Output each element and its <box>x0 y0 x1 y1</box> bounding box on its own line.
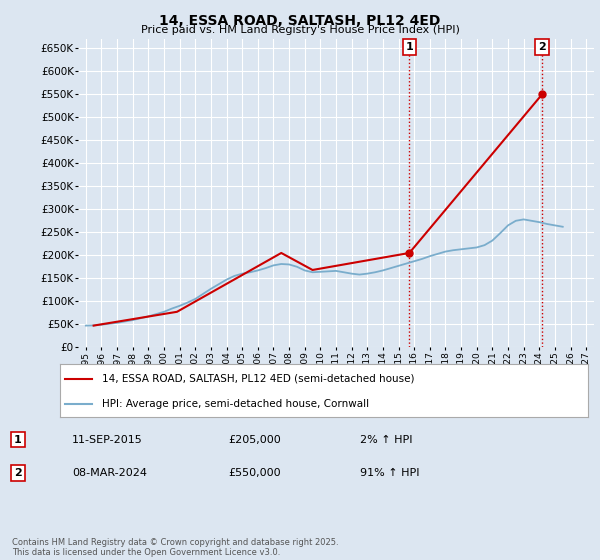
Text: 1: 1 <box>406 42 413 52</box>
Text: £205,000: £205,000 <box>228 435 281 445</box>
Text: 14, ESSA ROAD, SALTASH, PL12 4ED (semi-detached house): 14, ESSA ROAD, SALTASH, PL12 4ED (semi-d… <box>102 374 415 384</box>
Point <box>404 249 414 258</box>
Text: £550,000: £550,000 <box>228 468 281 478</box>
Text: 08-MAR-2024: 08-MAR-2024 <box>72 468 147 478</box>
Text: Price paid vs. HM Land Registry's House Price Index (HPI): Price paid vs. HM Land Registry's House … <box>140 25 460 35</box>
Text: 91% ↑ HPI: 91% ↑ HPI <box>360 468 419 478</box>
Point <box>537 90 547 99</box>
Text: 2% ↑ HPI: 2% ↑ HPI <box>360 435 413 445</box>
Text: HPI: Average price, semi-detached house, Cornwall: HPI: Average price, semi-detached house,… <box>102 399 370 409</box>
Text: 11-SEP-2015: 11-SEP-2015 <box>72 435 143 445</box>
Text: 14, ESSA ROAD, SALTASH, PL12 4ED: 14, ESSA ROAD, SALTASH, PL12 4ED <box>160 14 440 28</box>
Text: Contains HM Land Registry data © Crown copyright and database right 2025.
This d: Contains HM Land Registry data © Crown c… <box>12 538 338 557</box>
Text: 2: 2 <box>14 468 22 478</box>
Text: 1: 1 <box>14 435 22 445</box>
Text: 2: 2 <box>538 42 546 52</box>
